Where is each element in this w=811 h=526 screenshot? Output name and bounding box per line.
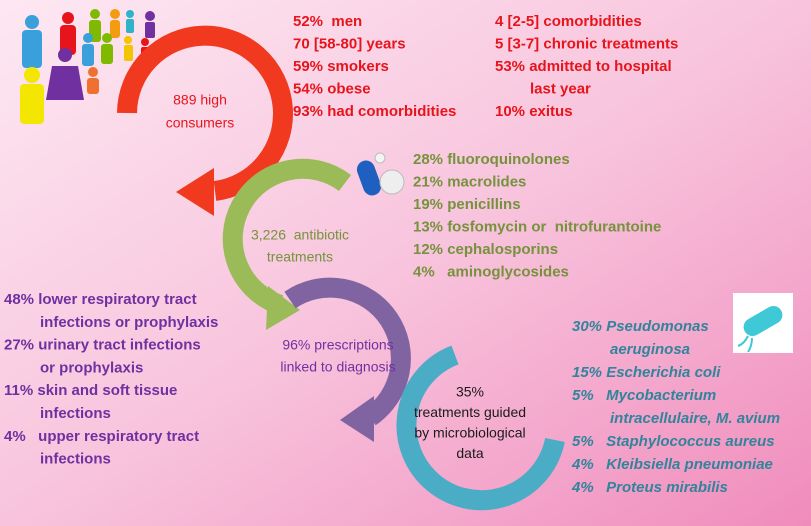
list-item: 19% penicillins	[413, 196, 521, 213]
list-item: 5 [3-7] chronic treatments	[495, 35, 678, 52]
list-item: 4 [2-5] comorbidities	[495, 13, 642, 30]
center-label: consumers	[166, 115, 234, 131]
center-label: by microbiological	[414, 425, 525, 441]
list-item: 28% fluoroquinolones	[413, 151, 570, 168]
list-item: 15% Escherichia coli	[572, 364, 721, 381]
list-item: 54% obese	[293, 80, 371, 97]
list-item: infections or prophylaxis	[40, 314, 218, 331]
list-item: 4% upper respiratory tract	[4, 428, 199, 445]
list-item: 21% macrolides	[413, 173, 526, 190]
list-item: infections	[40, 451, 111, 468]
list-item: 10% exitus	[495, 103, 573, 120]
center-label: data	[456, 445, 483, 461]
list-item: 4% Kleibsiella pneumoniae	[571, 456, 773, 473]
center-label: treatments guided	[414, 404, 526, 420]
list-item: 13% fosfomycin or nitrofurantoine	[413, 218, 661, 235]
center-label: 889 high	[173, 92, 227, 108]
list-item: 5% Staphylococcus aureus	[572, 433, 775, 450]
list-item: 53% admitted to hospital	[495, 58, 672, 75]
center-label: 3,226 antibiotic	[251, 227, 349, 243]
list-item: 93% had comorbidities	[293, 103, 456, 120]
list-item: 12% cephalosporins	[413, 241, 558, 258]
list-item: infections	[40, 405, 111, 422]
list-item: 48% lower respiratory tract	[4, 291, 197, 308]
center-label: 35%	[456, 384, 484, 400]
center-label: linked to diagnosis	[280, 359, 395, 375]
list-item: 30% Pseudomonas	[572, 318, 709, 335]
center-label: treatments	[267, 249, 333, 265]
list-item: or prophylaxis	[40, 359, 143, 376]
list-item: intracellulaire, M. avium	[610, 410, 780, 427]
bacteria-icon	[733, 293, 793, 353]
list-item: 27% urinary tract infections	[4, 337, 201, 354]
list-item: 5% Mycobacterium	[572, 387, 716, 404]
list-item: 70 [58-80] years	[293, 35, 406, 52]
list-item: aeruginosa	[610, 341, 690, 358]
list-item: 11% skin and soft tissue	[4, 382, 177, 399]
list-item: 4% Proteus mirabilis	[571, 479, 728, 496]
list-item: 52% men	[293, 13, 362, 30]
center-label: 96% prescriptions	[282, 337, 393, 353]
list-item: 59% smokers	[293, 58, 389, 75]
list-item: 4% aminoglycosides	[413, 263, 569, 280]
infographic: 889 high consumers 52% men 70 [58-80] years…	[0, 0, 811, 526]
list-item: last year	[530, 80, 591, 97]
